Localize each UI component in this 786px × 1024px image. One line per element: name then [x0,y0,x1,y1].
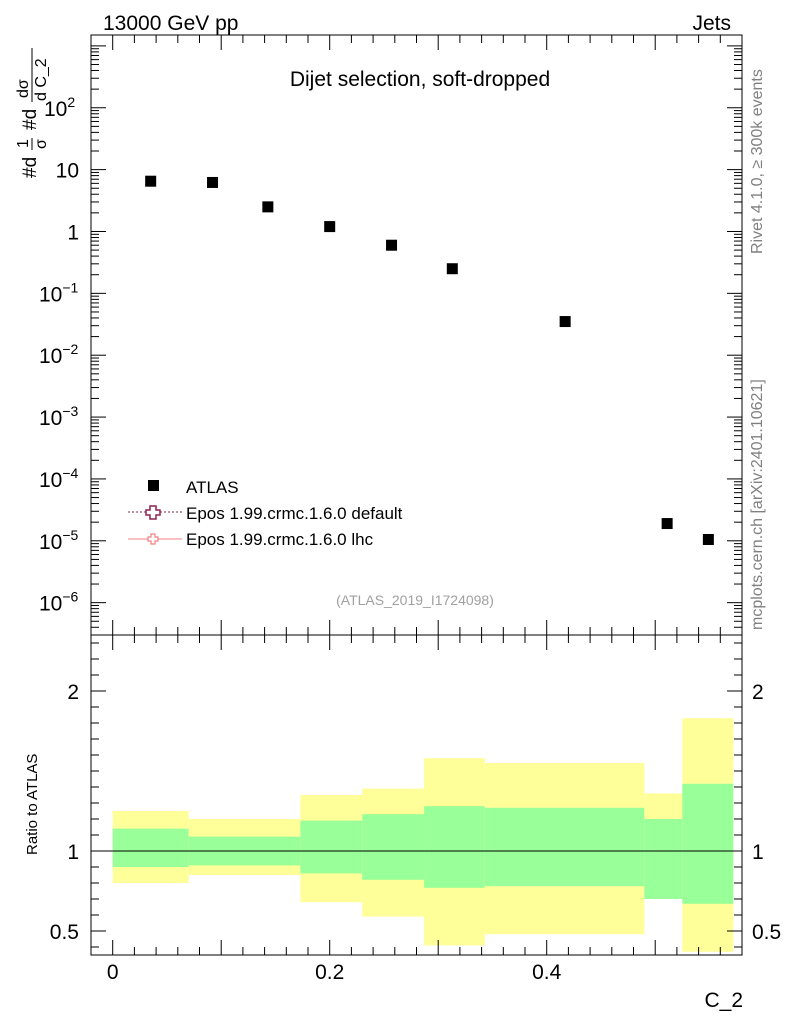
ratio-y-tick-label: 0.5 [50,921,79,944]
legend-label-epos-lhc: Epos 1.99.crmc.1.6.0 lhc [186,530,374,549]
ratio-stat-band [644,819,683,899]
legend-marker-atlas [148,480,159,491]
atlas-data-point [324,221,336,233]
main-plot-panel: 102 10 1 10−1 10−2 10−3 10−4 10−5 10−6 Dijet sel… [15,34,743,636]
category-label: Jets [692,12,731,35]
atlas-data-point [661,518,673,530]
atlas-data-point [559,316,571,328]
main-y-tick-label: 10−4 [39,465,79,492]
ratio-uncertainty-bands [112,718,734,952]
ratio-stat-band [112,828,189,867]
legend: ATLAS Epos 1.99.crmc.1.6.0 default Epos … [128,478,403,549]
ratio-y-axis-label: Ratio to ATLAS [24,754,41,855]
atlas-data-points [145,175,714,545]
main-y-tick-label: 10 [56,160,79,183]
ratio-stat-band [300,820,363,874]
x-axis-label: C_2 [704,989,743,1012]
main-y-axis-label: #d 1 σ #d dσ d C_2 [15,48,50,178]
energy-label: 13000 GeV pp [103,12,238,35]
atlas-data-point [446,263,458,275]
main-y-tick-label: 10−1 [39,279,79,306]
atlas-data-point [262,201,274,213]
main-y-tick-label: 102 [44,94,75,121]
main-y-tick-label: 10−5 [39,527,79,554]
y-label-d2: #d [20,109,41,130]
ratio-y-tick-label-right: 0.5 [752,921,781,944]
ratio-stat-band [362,814,425,880]
main-y-tick-label: 10−6 [39,589,79,616]
x-tick-label: 0.2 [315,961,344,984]
y-label-sigma: σ [33,139,50,149]
x-tick-label: 0 [107,961,119,984]
main-x-ticks [112,35,721,635]
ratio-ticks: 0.5 0.5 1 1 2 2 0 0.2 0.4 [50,635,781,984]
ratio-y-tick-label: 1 [67,841,79,864]
legend-marker-epos-default [128,505,182,520]
rivet-version-label: Rivet 4.1.0, ≥ 300k events [749,69,766,254]
main-y-tick-label: 10−2 [39,341,79,368]
y-label-dsigma: dσ [15,79,32,98]
atlas-data-point [386,239,398,251]
ratio-stat-band [424,806,485,888]
main-y-ticks: 102 10 1 10−1 10−2 10−3 10−4 10−5 10−6 [39,45,742,636]
ratio-y-tick-label: 2 [67,681,79,704]
legend-label-atlas: ATLAS [186,478,239,497]
legend-label-epos-default: Epos 1.99.crmc.1.6.0 default [186,504,403,523]
atlas-data-point [145,175,157,187]
ratio-y-tick-label-right: 1 [752,841,764,864]
main-y-tick-label: 10−3 [39,403,79,430]
y-label-one: 1 [15,139,32,148]
legend-marker-epos-lhc [128,533,182,545]
ratio-stat-band [682,783,734,904]
plot-title: Dijet selection, soft-dropped [290,68,550,91]
y-label-d1: #d [20,157,41,178]
ratio-stat-band [484,807,645,887]
main-y-tick-label: 1 [67,221,79,244]
analysis-id: (ATLAS_2019_I1724098) [336,592,494,608]
atlas-data-point [207,176,219,188]
ratio-plot-panel: 0.5 0.5 1 1 2 2 0 0.2 0.4 Ratio to ATLAS C_2 [24,634,781,1012]
ratio-y-tick-label-right: 2 [752,681,764,704]
atlas-data-point [702,533,714,545]
y-label-dc2: d C_2 [33,58,50,101]
mcplots-label: mcplots.cern.ch [arXiv:2401.10621] [749,379,766,630]
x-tick-label: 0.4 [532,961,562,984]
